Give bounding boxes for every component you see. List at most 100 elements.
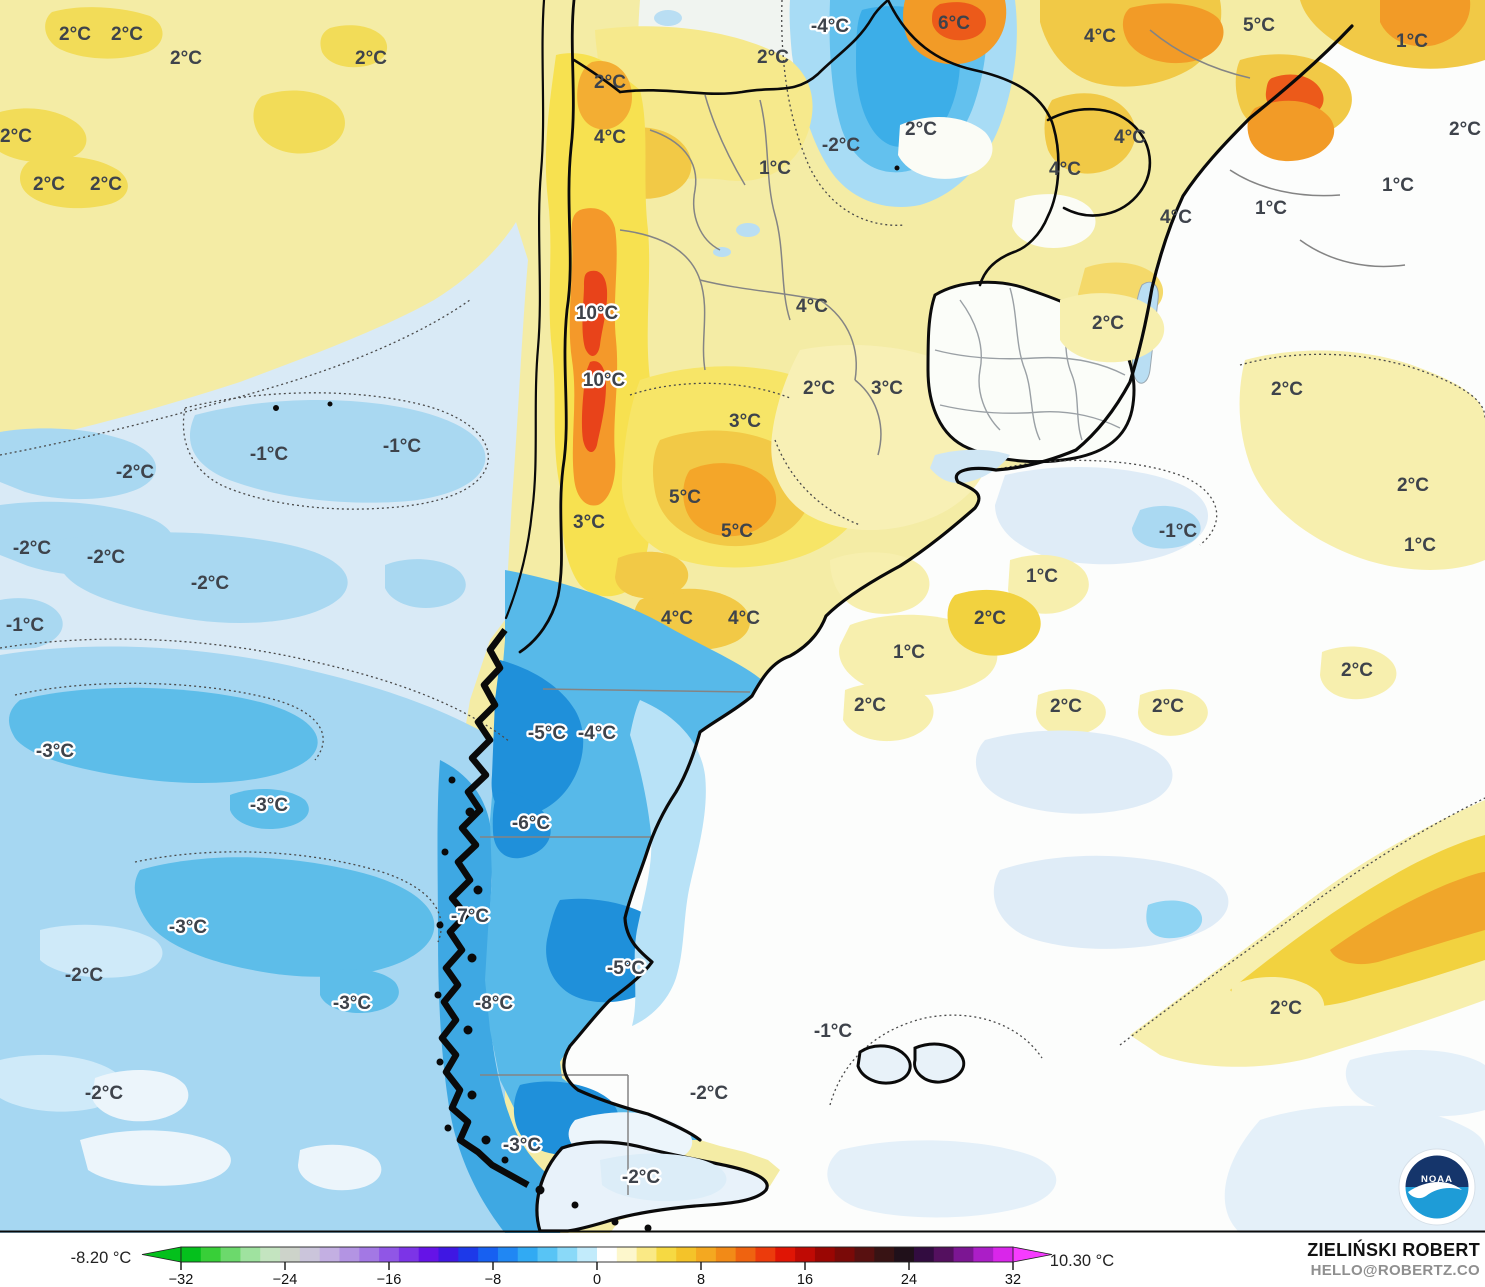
temp-label: 3°C (871, 378, 903, 399)
temp-label: -3°C (503, 1135, 541, 1156)
colorbar-segment (894, 1247, 915, 1262)
temp-label: 2°C (1092, 313, 1124, 334)
colorbar-segment (517, 1247, 539, 1262)
noaa-seagull-icon (1408, 1181, 1462, 1199)
colorbar-segment (973, 1247, 994, 1262)
temp-label: 2°C (854, 695, 886, 716)
temp-label: 2°C (59, 24, 91, 45)
colorbar-segment (398, 1247, 420, 1262)
colorbar-min-label: -8.20 °C (71, 1249, 132, 1267)
temp-label: 4°C (594, 127, 626, 148)
temp-label: 4°C (1114, 127, 1146, 148)
temp-label: -6°C (512, 813, 550, 834)
colorbar-max-label: 10.30 °C (1050, 1252, 1114, 1270)
country-borders (504, 0, 1152, 654)
temp-label: -3°C (169, 917, 207, 938)
colorbar-segment (814, 1247, 836, 1262)
colorbar-segment (696, 1247, 717, 1262)
temp-label: -1°C (383, 436, 421, 457)
colorbar-segment (636, 1247, 657, 1262)
temp-label: -5°C (528, 723, 566, 744)
temp-label: 4°C (796, 296, 828, 317)
temp-label: 2°C (1050, 696, 1082, 717)
colorbar-segment (597, 1247, 618, 1262)
noaa-logo-label: NOAA (1421, 1174, 1453, 1185)
colorbar-segment (537, 1247, 558, 1262)
colorbar-segment (280, 1247, 301, 1262)
warm-blobs-topleft (0, 7, 388, 209)
colorbar-segment (200, 1247, 222, 1262)
patagonia-cold (485, 570, 762, 1168)
colorbar-segment (577, 1247, 598, 1262)
temp-label: -2°C (65, 965, 103, 986)
colorbar-segment (993, 1247, 1014, 1262)
temp-label: 2°C (355, 48, 387, 69)
temp-label: 10°C (576, 303, 619, 324)
chilean-fjords (273, 165, 900, 1232)
temp-label: 3°C (573, 512, 605, 533)
colorbar-strip: -8.20 °C 10.30 °C −32 −24 −16 −8 0 8 16 24 32 ZI… (0, 1233, 1485, 1287)
temp-label: -3°C (250, 795, 288, 816)
temp-label: 1°C (1382, 175, 1414, 196)
temp-label: 2°C (1449, 119, 1481, 140)
colorbar-segment (319, 1247, 340, 1262)
colorbar-segment (379, 1247, 400, 1262)
temp-label: 1°C (759, 158, 791, 179)
temp-label: 2°C (1270, 998, 1302, 1019)
falkland-islands (856, 1042, 966, 1085)
temp-label: 2°C (111, 24, 143, 45)
colorbar-segment (181, 1247, 202, 1262)
temp-label: -3°C (333, 993, 371, 1014)
colorbar-segment (557, 1247, 578, 1262)
temp-label: -8°C (475, 993, 513, 1014)
temp-label: 4°C (728, 608, 760, 629)
temp-label: 2°C (33, 174, 65, 195)
noaa-logo: NOAA (1398, 1148, 1476, 1226)
temp-label: 1°C (1026, 566, 1058, 587)
temp-label: -4°C (578, 723, 616, 744)
temp-label: -4°C (811, 16, 849, 37)
temp-label: -2°C (85, 1083, 123, 1104)
colorbar-segment (359, 1247, 380, 1262)
temp-label: -2°C (822, 135, 860, 156)
temp-label: 3°C (729, 411, 761, 432)
colorbar-segment (299, 1247, 321, 1262)
admin-borders (480, 29, 1406, 1195)
cold-blobs-midleft (0, 399, 486, 650)
colorbar-segment (478, 1247, 499, 1262)
anomaly-map: 2°C 2°C 2°C 2°C 2°C 2°C 2°C 2°C 2°C -4°C 6°C 4°C 5°C… (0, 0, 1485, 1233)
temperature-labels: 2°C 2°C 2°C 2°C 2°C 2°C 2°C 2°C 2°C -4°C 6°C 4°C 5°C… (0, 13, 1481, 1190)
colorbar-tick-label: 0 (593, 1272, 601, 1287)
warm-blobs-pampas (615, 345, 995, 651)
temp-label: -1°C (6, 615, 44, 636)
colorbar-ticks: −32 −24 −16 −8 0 8 16 24 32 (169, 1262, 1021, 1287)
temp-label: 2°C (1397, 475, 1429, 496)
temp-label: -2°C (622, 1167, 660, 1188)
colorbar-segment (755, 1247, 776, 1262)
temp-label: 10°C (583, 370, 626, 391)
colorbar-segment (260, 1247, 281, 1262)
credits: ZIELIŃSKI ROBERT HELLO@ROBERTZ.CO (1307, 1239, 1480, 1280)
temp-label: -2°C (690, 1083, 728, 1104)
colorbar-right-arrow (1012, 1246, 1053, 1263)
credit-name: ZIELIŃSKI ROBERT (1307, 1240, 1480, 1260)
temp-label: 5°C (669, 487, 701, 508)
temp-label: -2°C (191, 573, 229, 594)
colorbar-segment (933, 1247, 955, 1262)
colorbar-segment (834, 1247, 856, 1262)
colorbar-tick-label: 24 (901, 1272, 917, 1287)
credit-email: HELLO@ROBERTZ.CO (1310, 1261, 1480, 1279)
colorbar-segment (795, 1247, 816, 1262)
colorbar-segment (418, 1247, 440, 1262)
temp-label: -5°C (607, 958, 645, 979)
temp-label: -1°C (1159, 521, 1197, 542)
temp-label: 1°C (893, 642, 925, 663)
temp-label: -2°C (116, 462, 154, 483)
temp-label: 1°C (1396, 31, 1428, 52)
colorbar-tick-label: 8 (697, 1272, 705, 1287)
contour-lines (0, 0, 1485, 1106)
colorbar-segment (656, 1247, 677, 1262)
colorbar-segment (676, 1247, 697, 1262)
temp-label: 2°C (1152, 696, 1184, 717)
colorbar-segment (715, 1247, 737, 1262)
